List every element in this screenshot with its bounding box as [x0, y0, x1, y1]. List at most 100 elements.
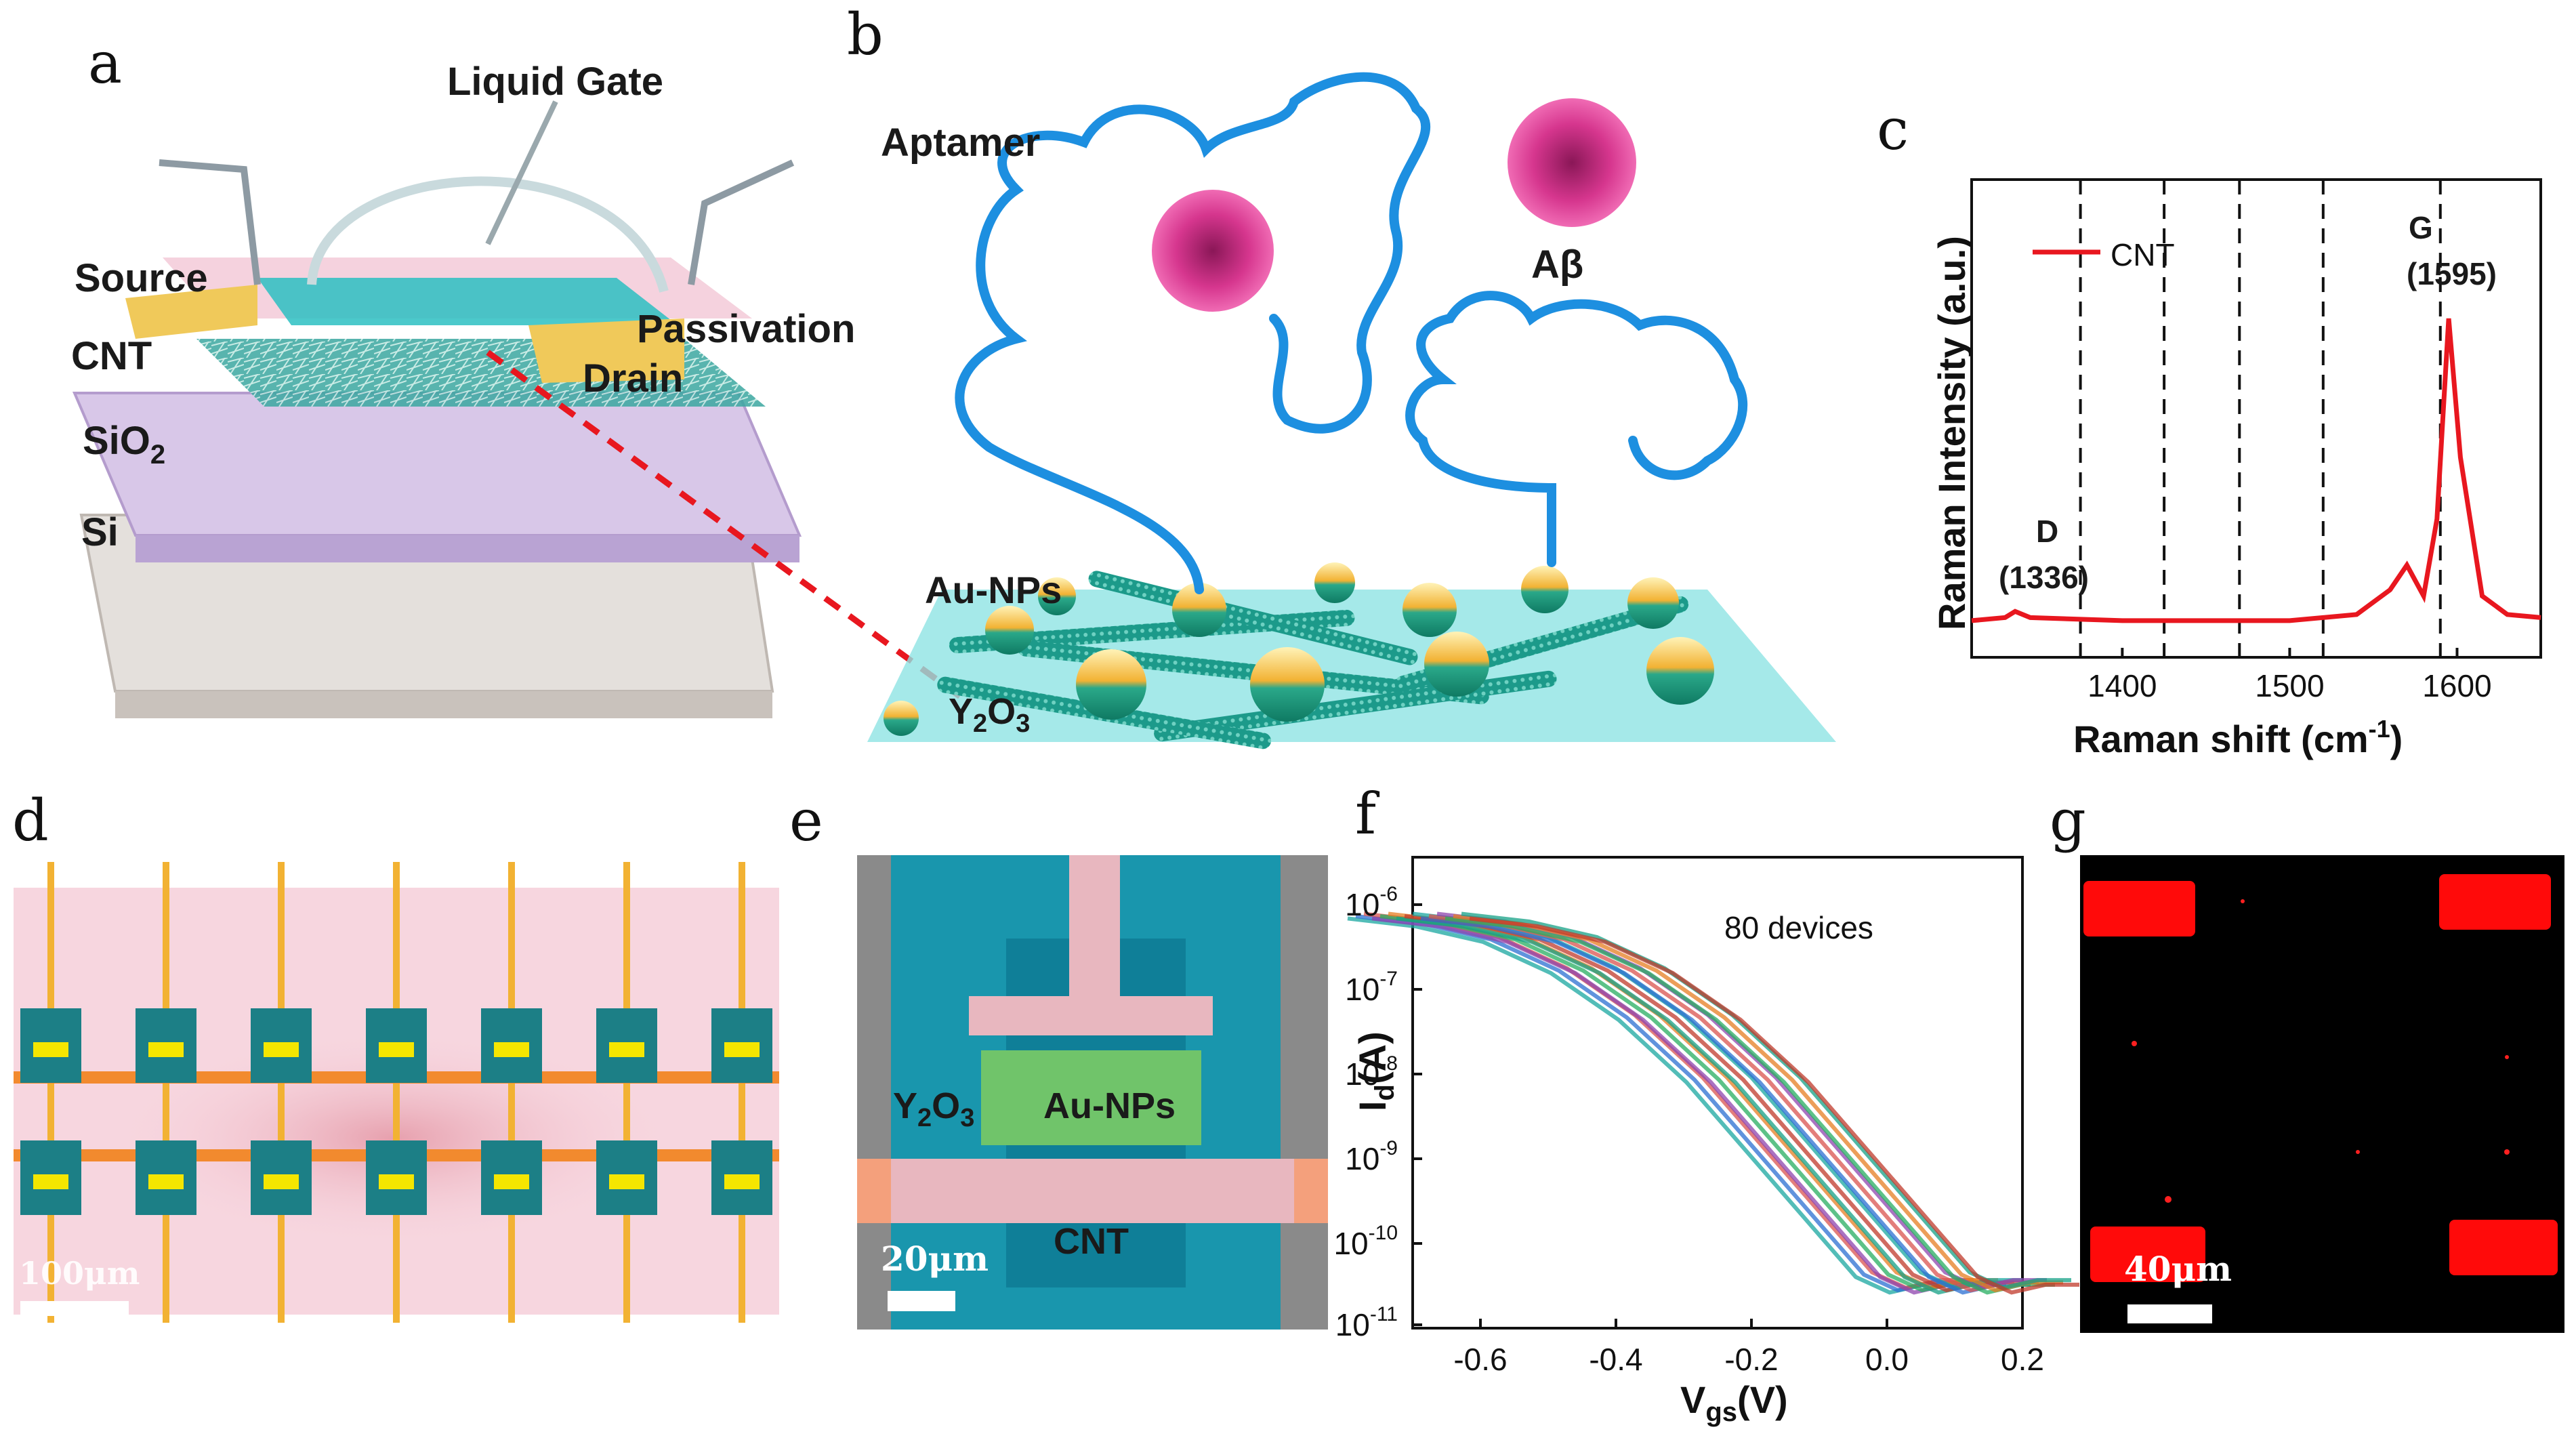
array-vertical-lead-4 — [508, 862, 515, 1323]
aptamer-strand-1 — [955, 72, 1430, 594]
transfer-x-tick-label-2: -0.2 — [1724, 1342, 1778, 1377]
panel-label-b: b — [847, 1, 884, 68]
label-source: Source — [75, 256, 208, 300]
transfer-curve-11 — [1436, 911, 2047, 1290]
panel-b-aptamer-illustration: Aptamer Aβ Au-NPs Y2O3 — [867, 72, 1836, 749]
label-passivation: Passivation — [637, 307, 855, 351]
au-nps-region — [981, 1050, 1201, 1145]
liquid-gate-dome — [307, 176, 669, 293]
transfer-x-ticks: -0.6 -0.4 -0.2 0.0 0.2 — [1453, 1319, 2044, 1377]
array-device-center — [609, 1042, 644, 1057]
fluor-pad-top-right — [2439, 874, 2551, 930]
panel-c-raman-chart: 1400 1500 1600 CNT D (1336) G (1595) Raman… — [1930, 178, 2542, 760]
array-device-center — [379, 1174, 414, 1189]
panel-label-e: e — [789, 787, 823, 854]
transfer-y-tick-label-1: 10-7 — [1345, 968, 1398, 1007]
array-vertical-lead-5 — [623, 862, 630, 1323]
panel-g-fluorescence: 40μm — [2080, 855, 2564, 1333]
panel-label-c: c — [1877, 96, 1909, 163]
panel-label-g: g — [2050, 787, 2086, 854]
raman-legend-label: CNT — [2111, 237, 2175, 272]
transfer-y-ticks: 10-6 10-7 10-8 10-9 10-10 10-11 — [1333, 883, 1422, 1342]
array-vertical-lead-1 — [163, 862, 169, 1323]
array-device-center — [33, 1042, 68, 1057]
panel-f-transfer-chart: -0.6 -0.4 -0.2 0.0 0.2 10-6 10-7 10-8 10-9 10-10… — [1333, 856, 2079, 1427]
contact-right-end — [1294, 1159, 1328, 1223]
transfer-annotation: 80 devices — [1724, 910, 1873, 945]
scale-bar-d — [20, 1301, 129, 1316]
gate-bar — [969, 996, 1213, 1035]
fluor-specks — [2132, 899, 2510, 1203]
raman-x-axis-title: Raman shift (cm-1) — [2073, 715, 2403, 760]
raman-y-axis-title: Raman Intensity (a.u.) — [1930, 236, 1973, 630]
array-vertical-lead-3 — [393, 862, 400, 1323]
transfer-curve-8 — [1412, 911, 2022, 1290]
panel-e-device-micrograph: Y2O3 Au-NPs CNT 20μm — [857, 855, 1328, 1330]
transfer-y-tick-label-2: 10-8 — [1345, 1052, 1398, 1092]
raman-peak-d-name: D — [2036, 514, 2058, 549]
label-drain: Drain — [583, 356, 683, 400]
sio2-layer — [72, 392, 802, 537]
label-cnt-a: CNT — [71, 334, 152, 378]
abeta-free — [1508, 98, 1636, 227]
sio2-layer-edge — [136, 535, 799, 562]
label-si: Si — [81, 510, 119, 554]
raman-tick-label-0: 1400 — [2087, 668, 2157, 703]
label-aptamer: Aptamer — [881, 121, 1040, 165]
scale-bar-g — [2127, 1304, 2212, 1323]
transfer-y-tick-label-3: 10-9 — [1345, 1137, 1398, 1176]
transfer-curve-10 — [1428, 914, 2039, 1293]
transfer-curve-4 — [1379, 914, 1990, 1293]
array-device-center — [264, 1174, 299, 1189]
raman-peak-d-value: (1336) — [1999, 560, 2089, 595]
gate-stem — [1069, 855, 1120, 1018]
abeta-bound — [1152, 190, 1274, 312]
liquid-channel — [257, 278, 678, 325]
raman-tick-label-1: 1500 — [2255, 668, 2324, 703]
raman-peak-g-name: G — [2409, 210, 2433, 245]
panel-label-f: f — [1355, 781, 1380, 847]
array-vertical-lead-2 — [278, 862, 285, 1323]
array-device-center — [33, 1174, 68, 1189]
drain-electrode — [528, 318, 684, 383]
scale-label-e: 20μm — [881, 1239, 989, 1279]
raman-peak-g-value: (1595) — [2407, 256, 2497, 291]
contact-bar — [857, 1159, 1328, 1223]
label-cnt-e: CNT — [1054, 1221, 1129, 1262]
label-au-nps-b: Au-NPs — [925, 569, 1062, 611]
au-nanoparticles — [884, 562, 1714, 736]
array-device-center — [494, 1174, 529, 1189]
transfer-curve-14 — [1461, 911, 2071, 1290]
fluor-pad-top-left — [2083, 881, 2195, 936]
label-y2o3-b: Y2O3 — [949, 691, 1030, 738]
panel-a-device-illustration: Liquid Gate Source Passivation CNT Drain… — [71, 60, 964, 718]
array-vertical-lead-6 — [739, 862, 745, 1323]
panel-d-optical-array: 100μm — [14, 862, 779, 1323]
liquid-gate-wire — [485, 100, 558, 245]
transfer-y-tick-label-5: 10-11 — [1335, 1303, 1398, 1342]
contact-left-end — [857, 1159, 891, 1223]
raman-cnt-line — [1971, 318, 2541, 623]
panel-label-d: d — [12, 787, 49, 854]
array-device-center — [724, 1174, 760, 1189]
si-layer-edge — [115, 691, 772, 718]
aptamer-strand-2 — [1405, 291, 1748, 567]
array-device-center — [148, 1042, 184, 1057]
transfer-y-tick-label-4: 10-10 — [1333, 1222, 1398, 1261]
transfer-x-tick-label-4: 0.2 — [2001, 1342, 2044, 1377]
array-device-center — [724, 1042, 760, 1057]
source-probe — [159, 159, 261, 285]
raman-plot-frame — [1970, 178, 2542, 659]
transfer-curve-7 — [1404, 914, 2014, 1293]
transfer-plot-frame — [1411, 856, 2024, 1330]
array-device-center — [379, 1042, 414, 1057]
label-au-nps-e: Au-NPs — [1043, 1086, 1176, 1126]
fluor-pad-bottom-right — [2449, 1220, 2558, 1275]
device-array — [14, 862, 779, 1323]
raman-dashed-guides — [2079, 180, 2442, 657]
array-device-center — [264, 1042, 299, 1057]
transfer-x-axis-title: Vgs(V) — [1680, 1378, 1788, 1427]
label-y2o3-e: Y2O3 — [893, 1086, 974, 1132]
transfer-x-tick-label-0: -0.6 — [1453, 1342, 1507, 1377]
